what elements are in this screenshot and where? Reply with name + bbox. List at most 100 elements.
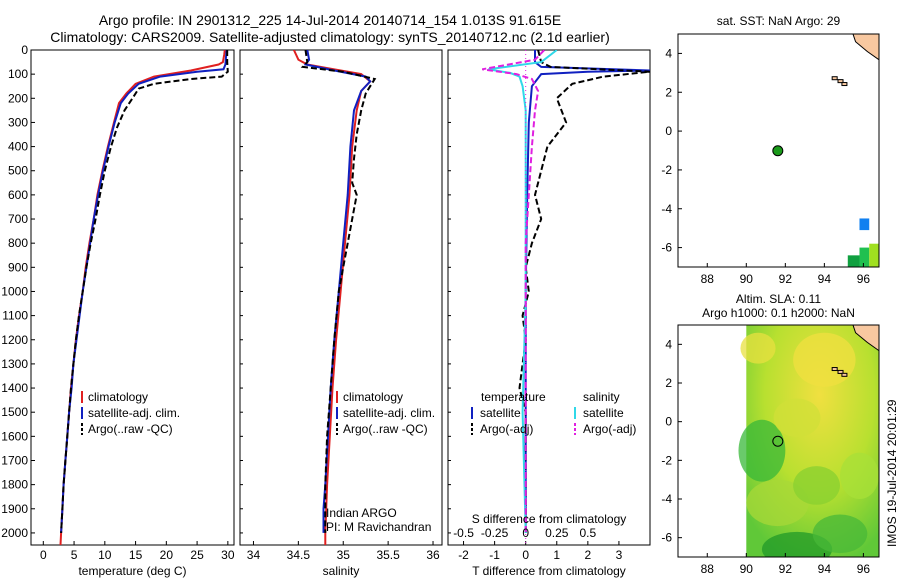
x-tick-label: 96 xyxy=(857,562,871,576)
x2-tick-label: 0 xyxy=(522,526,529,540)
x-tick-label: 36 xyxy=(426,548,440,562)
y-tick-label: 2 xyxy=(665,85,672,99)
x-tick-label: 96 xyxy=(857,272,871,286)
sla-blob xyxy=(738,419,786,482)
y-tick-label: 900 xyxy=(8,260,28,274)
y-tick-label: 600 xyxy=(8,188,28,202)
legend-label: satellite-adj. clim. xyxy=(88,406,180,420)
series-line-3 xyxy=(488,50,558,533)
x-tick-label: 35.5 xyxy=(376,548,400,562)
y-tick-label: 1700 xyxy=(1,453,28,467)
series-group xyxy=(292,50,377,545)
x2-tick-label: -0.25 xyxy=(481,526,509,540)
profile-panel-1: 0100200300400500600700800900100011001200… xyxy=(1,43,235,578)
y-tick-label: 1000 xyxy=(1,284,28,298)
map-title: sat. SST: NaN Argo: 29 xyxy=(717,14,841,28)
sst-patch xyxy=(869,243,879,267)
y-tick-label: 700 xyxy=(8,212,28,226)
y-tick-label: -6 xyxy=(661,241,672,255)
x-tick-label: -1 xyxy=(489,548,500,562)
profile-panel-2: 34 34.5 35 35.5 36 salinity climatology satelli… xyxy=(239,49,443,578)
y-tick-label: 200 xyxy=(8,91,28,105)
x-tick-label: 0 xyxy=(522,548,529,562)
annotation-text: PI: M Ravichandran xyxy=(326,520,431,534)
x-tick-label: 25 xyxy=(190,548,204,562)
island xyxy=(837,369,844,374)
series-line-1 xyxy=(292,50,372,545)
x-tick-label: 10 xyxy=(98,548,112,562)
sla-blob xyxy=(773,398,821,438)
sla-blob xyxy=(839,452,879,499)
land-area xyxy=(852,34,879,61)
island xyxy=(837,79,844,84)
legend-label: satellite xyxy=(480,406,521,420)
legend-label: Argo(..raw -QC) xyxy=(88,422,173,436)
plot-frame xyxy=(30,49,235,546)
x-tick-label: 92 xyxy=(779,562,793,576)
x2-tick-label: 0.25 xyxy=(545,526,569,540)
y-tick-label: 4 xyxy=(665,46,672,60)
x2-axis-label: S difference from climatology xyxy=(472,512,627,526)
argo-float-marker xyxy=(772,145,784,157)
y-tick-label: 1500 xyxy=(1,405,28,419)
series-line-3 xyxy=(300,50,377,533)
map-content xyxy=(772,34,879,267)
sla-blob xyxy=(793,332,856,387)
x-tick-label: 5 xyxy=(71,548,78,562)
x-tick-label: 15 xyxy=(129,548,143,562)
land-area xyxy=(852,325,879,352)
y-tick-label: -4 xyxy=(661,202,672,216)
x-tick-label: 34.5 xyxy=(287,548,311,562)
x-tick-label: 30 xyxy=(221,548,235,562)
island xyxy=(831,367,838,372)
plot-frame xyxy=(447,49,651,546)
y-tick-label: 800 xyxy=(8,236,28,250)
chart-title-line2: Climatology: CARS2009. Satellite-adjuste… xyxy=(50,29,610,45)
argo-float-marker xyxy=(772,435,784,447)
y-tick-label: 1600 xyxy=(1,429,28,443)
sla-blob xyxy=(746,479,809,527)
x-tick-label: 20 xyxy=(160,548,174,562)
profile-panel-3: -2 -1 0 1 2 3 T difference from climatology -0.… xyxy=(447,49,651,578)
sla-blob xyxy=(793,466,840,505)
sst-patch xyxy=(859,218,870,231)
x-tick-label: 0 xyxy=(40,548,47,562)
map-panel-2: 88 90 92 94 96 -6 -4 -2 0 2 4 Altim. SLA: 0.11Argo … xyxy=(661,292,880,576)
annotation-text: Indian ARGO xyxy=(326,506,397,520)
x-tick-label: 90 xyxy=(740,562,754,576)
x-axis-label: T difference from climatology xyxy=(472,564,626,578)
series-line-2 xyxy=(518,50,650,533)
y-tick-label: -4 xyxy=(661,492,672,506)
y-tick-label: 100 xyxy=(8,67,28,81)
legend-title: temperature xyxy=(481,390,546,404)
sla-blob xyxy=(812,514,868,554)
y-tick-label: 400 xyxy=(8,140,28,154)
series-line-3 xyxy=(60,50,229,533)
y-tick-label: -6 xyxy=(661,531,672,545)
y-tick-label: 1800 xyxy=(1,478,28,492)
legend-label: satellite xyxy=(583,406,624,420)
y-tick-label: 1900 xyxy=(1,502,28,516)
legend-label: satellite-adj. clim. xyxy=(343,406,435,420)
x-tick-label: 1 xyxy=(553,548,560,562)
y-tick-label: 300 xyxy=(8,115,28,129)
island xyxy=(841,82,848,87)
legend-label: climatology xyxy=(88,390,148,404)
y-tick-label: 500 xyxy=(8,164,28,178)
x-tick-label: 92 xyxy=(779,272,793,286)
map-subtitle: Argo h1000: 0.1 h2000: NaN xyxy=(702,306,855,320)
y-tick-label: -2 xyxy=(661,163,672,177)
x-tick-label: 88 xyxy=(701,562,715,576)
y-tick-label: -2 xyxy=(661,453,672,467)
x-axis-label: salinity xyxy=(323,564,360,578)
sst-patch xyxy=(859,247,870,267)
chart-title-line1: Argo profile: IN 2901312_225 14-Jul-2014… xyxy=(98,12,562,28)
legend-title: salinity xyxy=(583,390,620,404)
footer-timestamp: IMOS 19-Jul-2014 20:01:29 xyxy=(885,399,899,547)
x-tick-label: 34 xyxy=(247,548,261,562)
sla-blob xyxy=(740,332,776,364)
x-tick-label: 88 xyxy=(701,272,715,286)
legend-label: climatology xyxy=(343,390,403,404)
map-content xyxy=(738,325,879,557)
